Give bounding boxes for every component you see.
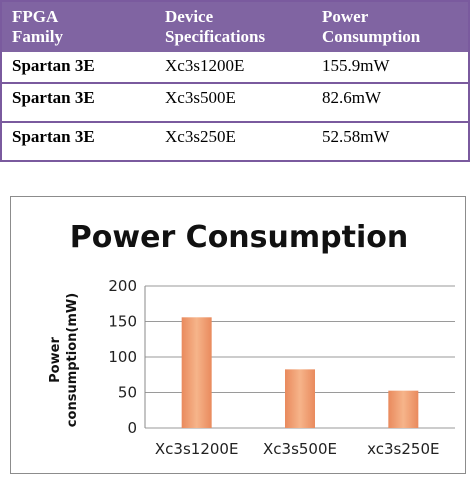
table-row: Spartan 3E Xc3s250E 52.58mW (2, 121, 468, 160)
specifications-table: FPGA Family Device Specifications Power … (0, 0, 470, 162)
y-tick-label: 150 (108, 313, 137, 331)
header-device-specifications: Device Specifications (165, 7, 265, 47)
table-header: FPGA Family Device Specifications Power … (2, 2, 468, 52)
bar (285, 369, 315, 428)
x-tick-label: Xc3s1200E (155, 440, 239, 458)
header-fpga-family: FPGA Family (12, 7, 63, 47)
bar (388, 390, 419, 428)
x-tick-label: xc3s250E (367, 440, 439, 458)
y-tick-label: 100 (108, 348, 137, 366)
cell-power: 82.6mW (322, 88, 382, 107)
header-line: Family (12, 27, 63, 46)
x-tick-label: Xc3s500E (263, 440, 337, 458)
chart-title: Power Consumption (69, 220, 409, 255)
header-line: Power (322, 7, 369, 26)
y-axis-label: Power consumption(mW) (48, 293, 80, 427)
table-row: Spartan 3E Xc3s500E 82.6mW (2, 82, 468, 121)
header-power-consumption: Power Consumption (322, 7, 420, 47)
cell-family: Spartan 3E (12, 88, 95, 107)
y-tick-label: 0 (127, 419, 137, 437)
cell-power: 52.58mW (322, 127, 390, 146)
cell-family: Spartan 3E (12, 127, 95, 146)
y-tick-label: 50 (118, 384, 137, 402)
header-line: FPGA (12, 7, 59, 26)
bar (181, 317, 212, 428)
y-axis-label-line: consumption(mW) (65, 293, 80, 427)
cell-power: 155.9mW (322, 56, 390, 75)
cell-family: Spartan 3E (12, 56, 95, 75)
header-line: Device (165, 7, 214, 26)
header-line: Consumption (322, 27, 421, 46)
table-row: Spartan 3E Xc3s1200E 155.9mW (2, 52, 468, 82)
power-chart: 0 50 100 150 200 Xc3s1200E Xc3s500E xc3s250E Pow… (48, 277, 455, 458)
table-body: Spartan 3E Xc3s1200E 155.9mW Spartan 3E … (2, 52, 468, 160)
cell-device: Xc3s500E (165, 88, 236, 107)
header-line: Specifications (165, 27, 266, 46)
cell-device: Xc3s1200E (165, 56, 245, 75)
y-axis-label-line: Power (48, 337, 63, 383)
y-tick-label: 200 (108, 277, 137, 295)
chart-frame: Power Consumption 0 50 100 150 200 Xc3s1200E X… (10, 196, 466, 474)
cell-device: Xc3s250E (165, 127, 236, 146)
